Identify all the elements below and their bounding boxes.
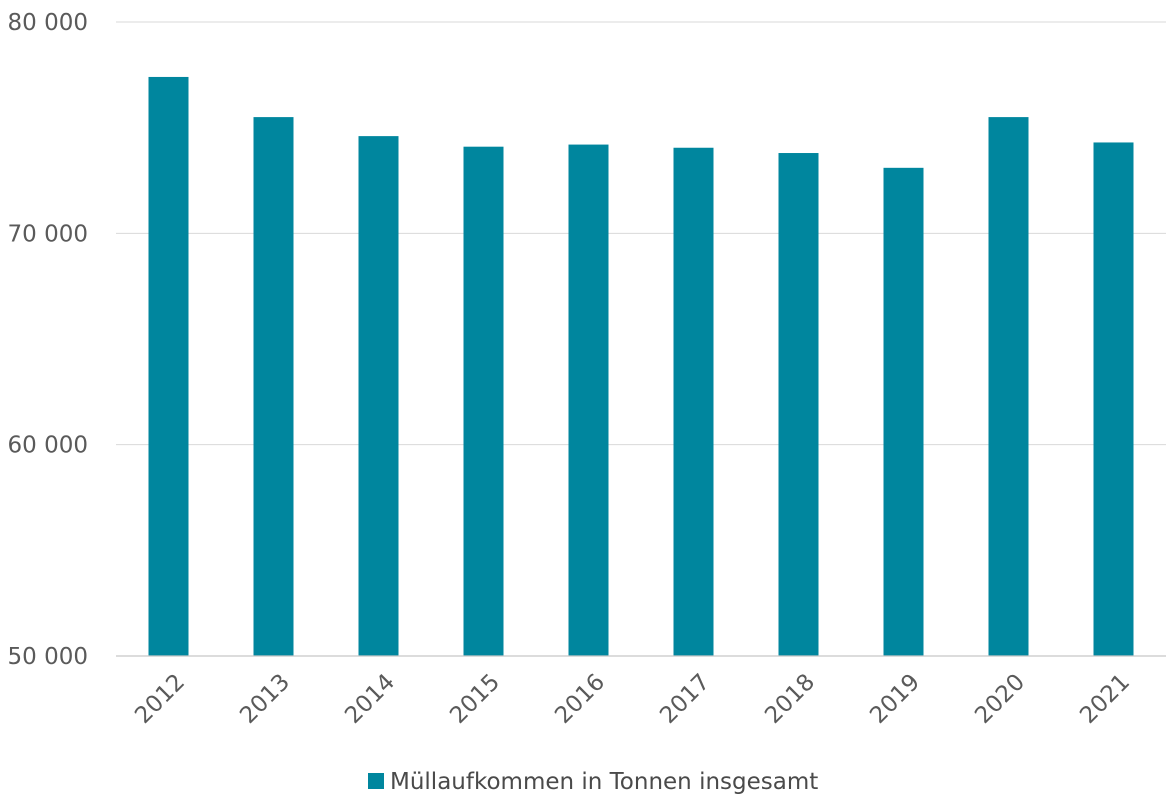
x-tick-label-2019: 2019 [865,669,925,729]
bar-2019 [883,167,924,656]
x-axis-ticks: 2012 2013 2014 2015 2016 2017 2018 2019 2020 2021 [130,669,1135,729]
y-axis-ticks: 50 000 60 000 70 000 80 000 [8,10,88,670]
bar-2014 [358,136,399,656]
x-tick-label-2021: 2021 [1075,669,1135,729]
x-tick-label-2015: 2015 [445,669,505,729]
legend: Müllaufkommen in Tonnen insgesamt [368,769,818,795]
x-tick-label-2014: 2014 [340,669,400,729]
x-tick-label-2018: 2018 [760,669,820,729]
y-tick-label: 80 000 [8,10,88,36]
bars [148,76,1134,657]
bar-2013 [253,117,294,657]
x-tick-label-2016: 2016 [550,669,610,729]
bar-2017 [673,147,714,656]
y-tick-label: 60 000 [8,433,88,459]
bar-2012 [148,76,189,657]
legend-swatch [368,773,384,789]
x-tick-label-2012: 2012 [130,669,190,729]
x-tick-label-2013: 2013 [235,669,295,729]
legend-label: Müllaufkommen in Tonnen insgesamt [390,769,818,795]
bar-2021 [1093,142,1134,656]
y-tick-label: 50 000 [8,644,88,670]
bar-2015 [463,146,504,657]
bar-2020 [988,117,1029,657]
bar-2018 [778,153,819,656]
y-tick-label: 70 000 [8,221,88,247]
x-tick-label-2020: 2020 [970,669,1030,729]
bar-2016 [568,144,609,656]
x-tick-label-2017: 2017 [655,669,715,729]
